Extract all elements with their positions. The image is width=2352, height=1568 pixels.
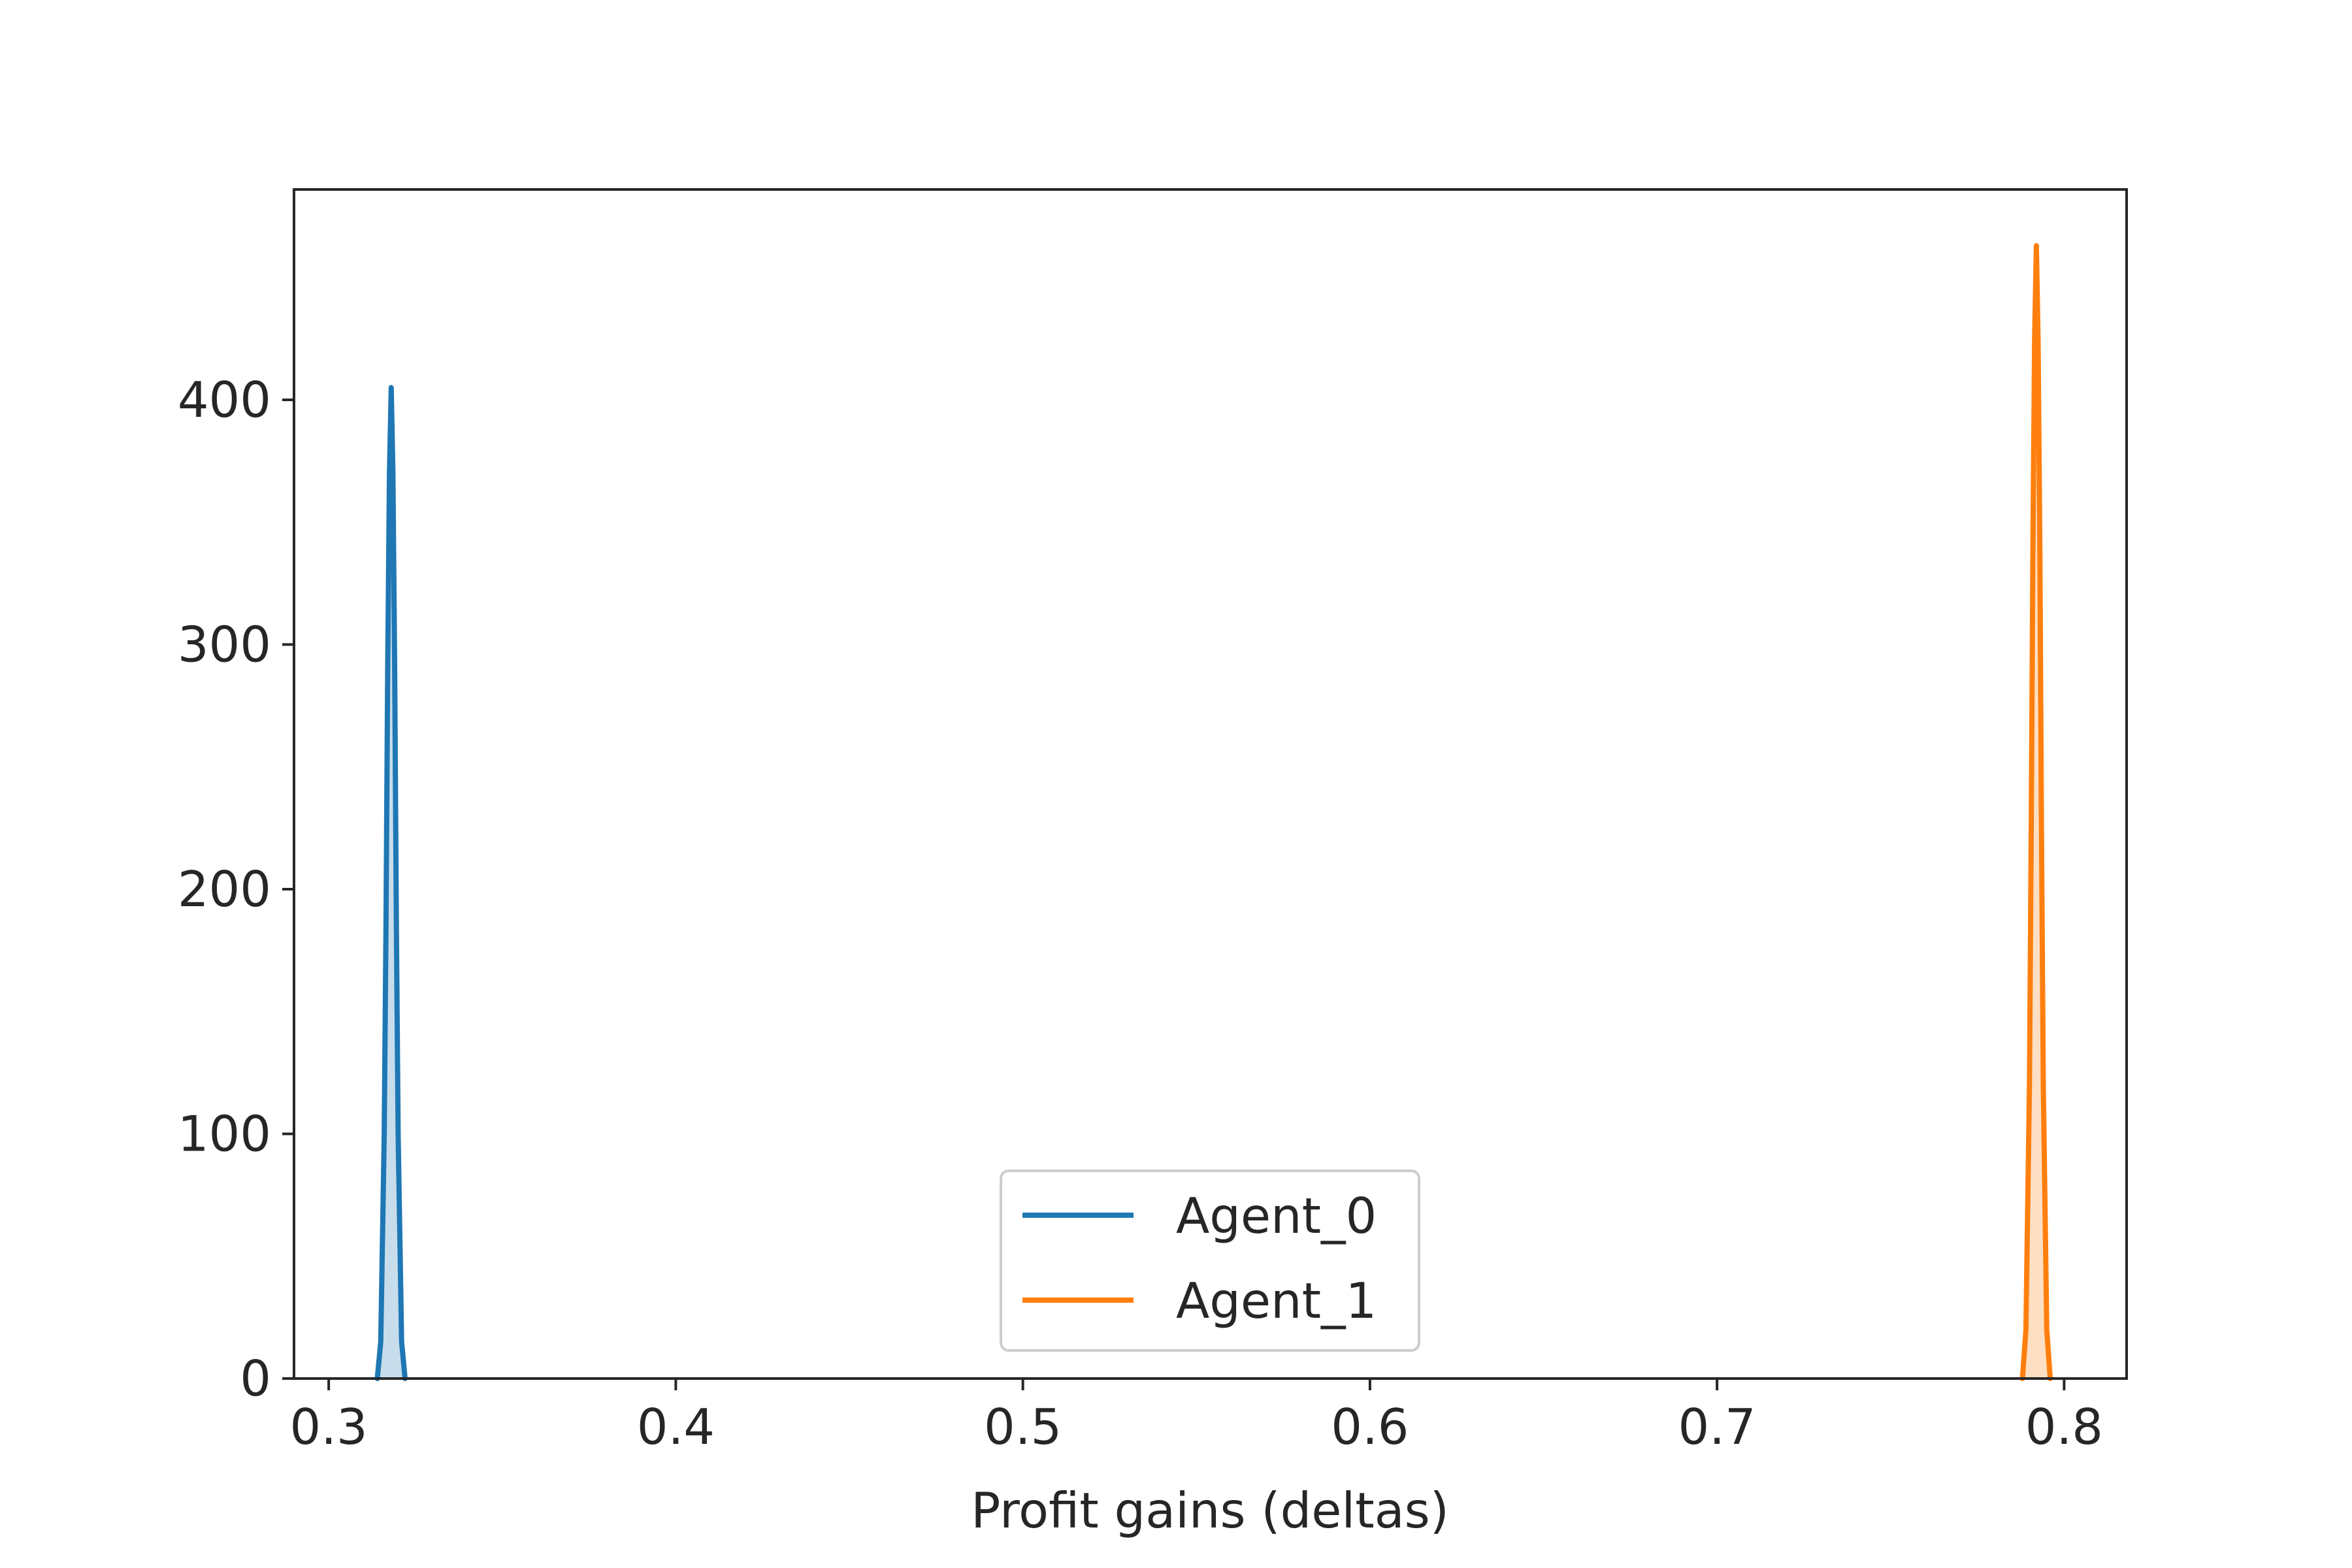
x-tick-label: 0.8	[2025, 1398, 2103, 1456]
y-tick-label: 0	[240, 1350, 271, 1407]
x-axis-label: Profit gains (deltas)	[971, 1482, 1449, 1539]
series-line-1	[2019, 243, 2053, 1381]
legend: Agent_0 Agent_1	[1000, 1169, 1420, 1352]
y-tick-label: 300	[178, 616, 271, 674]
series-fill-0	[377, 387, 405, 1379]
legend-label: Agent_1	[1176, 1272, 1377, 1330]
legend-items: Agent_0 Agent_1	[1022, 1187, 1377, 1330]
plot-frame	[293, 188, 2128, 1380]
y-tick-label: 100	[178, 1105, 271, 1163]
x-tick-label: 0.3	[289, 1398, 367, 1456]
x-tick-label: 0.5	[984, 1398, 1062, 1456]
x-tick-label: 0.6	[1331, 1398, 1409, 1456]
density-lines	[374, 243, 2053, 1381]
y-tick-label: 400	[178, 371, 271, 429]
y-axis-ticks: 0 100 200 300 400	[178, 371, 294, 1407]
x-axis-ticks: 0.3 0.4 0.5 0.6 0.7 0.8	[289, 1379, 2103, 1456]
x-tick-label: 0.7	[1678, 1398, 1756, 1456]
x-tick-label: 0.4	[637, 1398, 715, 1456]
legend-label: Agent_0	[1176, 1187, 1377, 1245]
series-line-0	[374, 385, 408, 1381]
y-tick-label: 200	[178, 860, 271, 918]
